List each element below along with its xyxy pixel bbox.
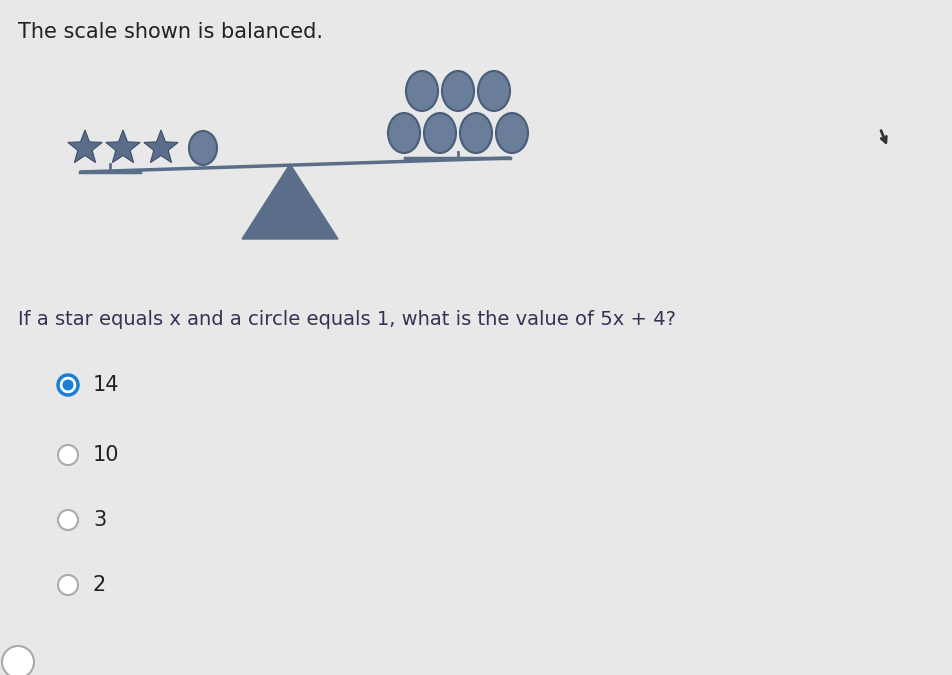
Polygon shape (242, 164, 338, 239)
Ellipse shape (189, 131, 217, 165)
Circle shape (58, 445, 78, 465)
Polygon shape (106, 130, 140, 163)
Ellipse shape (388, 113, 420, 153)
Circle shape (58, 375, 78, 395)
Circle shape (2, 646, 34, 675)
Ellipse shape (460, 113, 492, 153)
Ellipse shape (424, 113, 456, 153)
Ellipse shape (496, 113, 528, 153)
Circle shape (63, 379, 73, 391)
Text: The scale shown is balanced.: The scale shown is balanced. (18, 22, 323, 42)
Circle shape (58, 575, 78, 595)
Ellipse shape (442, 71, 474, 111)
Text: 10: 10 (93, 445, 120, 465)
Polygon shape (68, 130, 102, 163)
Text: If a star equals x and a circle equals 1, what is the value of 5x + 4?: If a star equals x and a circle equals 1… (18, 310, 676, 329)
Text: 3: 3 (93, 510, 107, 530)
Polygon shape (144, 130, 178, 163)
Text: 2: 2 (93, 575, 107, 595)
Ellipse shape (478, 71, 510, 111)
Circle shape (58, 510, 78, 530)
Text: 14: 14 (93, 375, 120, 395)
Ellipse shape (406, 71, 438, 111)
